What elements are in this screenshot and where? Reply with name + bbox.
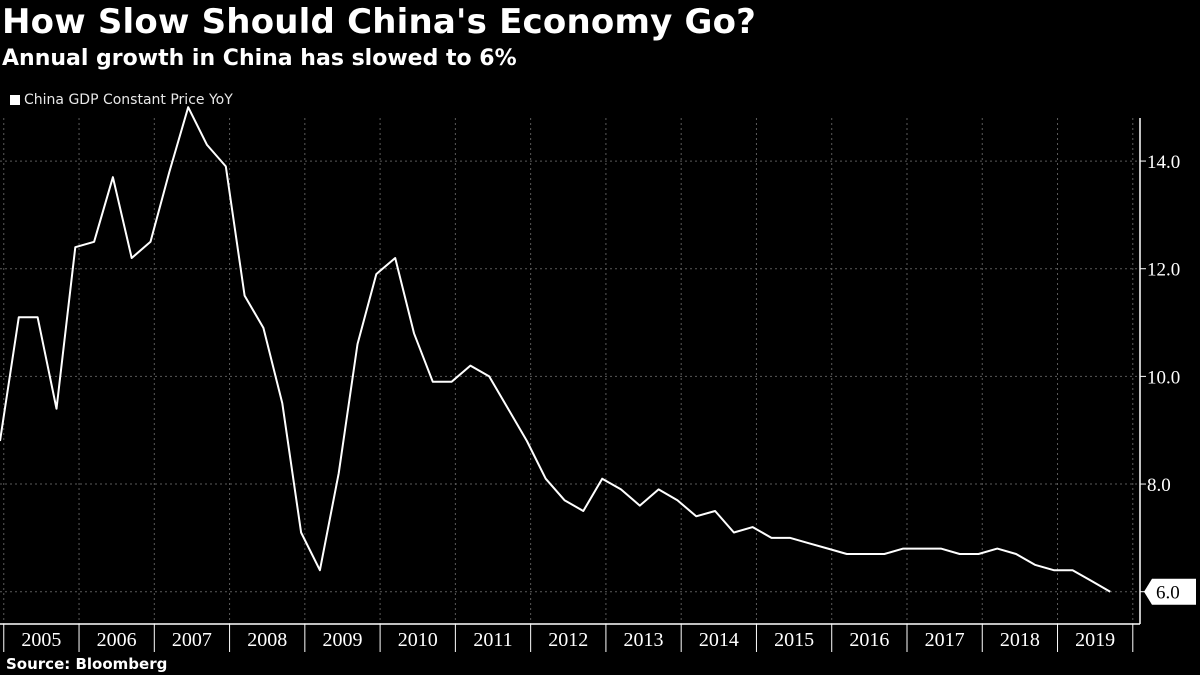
- x-tick-label: 2014: [699, 629, 739, 651]
- x-tick-label: 2006: [97, 629, 137, 651]
- x-tick-label: 2007: [172, 629, 212, 651]
- y-tick-label: 12.0: [1147, 260, 1180, 281]
- x-tick-label: 2018: [1000, 629, 1040, 651]
- chart-subtitle: Annual growth in China has slowed to 6%: [2, 46, 517, 71]
- source-note: Source: Bloomberg: [6, 655, 168, 673]
- x-tick-label: 2010: [398, 629, 438, 651]
- x-tick-label: 2008: [247, 629, 287, 651]
- legend-label: China GDP Constant Price YoY: [24, 92, 233, 108]
- x-tick-label: 2012: [548, 629, 588, 651]
- x-tick-label: 2019: [1075, 629, 1115, 651]
- x-tick-label: 2015: [774, 629, 814, 651]
- x-tick-label: 2009: [322, 629, 362, 651]
- x-tick-label: 2013: [624, 629, 664, 651]
- y-tick-label: 14.0: [1147, 152, 1180, 173]
- chart-title: How Slow Should China's Economy Go?: [2, 2, 757, 42]
- x-tick-label: 2011: [473, 629, 512, 651]
- x-tick-label: 2016: [849, 629, 889, 651]
- y-tick-label: 8.0: [1147, 475, 1171, 496]
- legend-swatch: [10, 95, 20, 105]
- y-tick-label: 10.0: [1147, 367, 1180, 388]
- x-tick-label: 2017: [925, 629, 965, 651]
- x-tick-label: 2005: [21, 629, 61, 651]
- last-value-badge: [1144, 578, 1196, 605]
- series-line: [0, 106, 1111, 593]
- legend: China GDP Constant Price YoY: [10, 92, 233, 108]
- last-value-label: 6.0: [1156, 583, 1180, 604]
